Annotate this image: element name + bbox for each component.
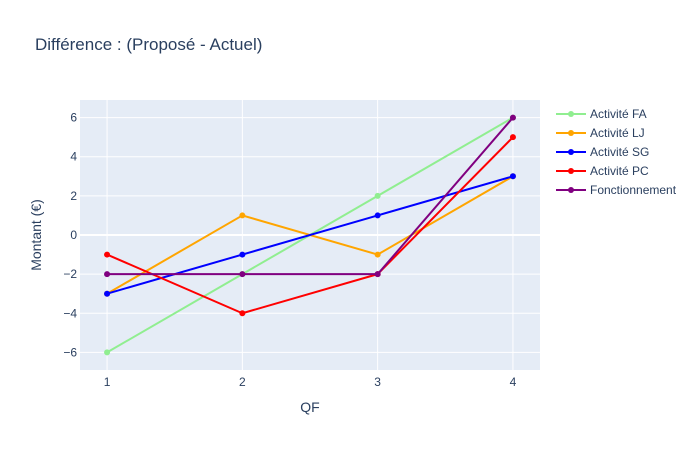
series-fonctionnement — [104, 114, 516, 278]
x-axis-title: QF — [300, 399, 319, 415]
legend-marker — [568, 168, 574, 174]
legend-marker — [568, 111, 574, 117]
legend-item[interactable]: Activité FA — [556, 107, 647, 121]
x-tick-label: 3 — [374, 375, 381, 389]
legend-marker — [568, 149, 574, 155]
series-lines — [104, 114, 516, 356]
series-line-fonctionnement — [107, 116, 514, 276]
data-point-activite-sg — [509, 173, 516, 180]
y-tick-label: 4 — [70, 150, 77, 164]
x-tick-label: 4 — [510, 375, 517, 389]
data-point-fonctionnement — [239, 271, 246, 278]
data-point-activite-lj — [239, 212, 246, 219]
data-point-activite-sg — [374, 212, 381, 219]
y-tick-label: 6 — [70, 111, 77, 125]
legend-item[interactable]: Activité LJ — [556, 126, 645, 140]
data-point-activite-sg — [239, 251, 246, 258]
y-tick-label: 0 — [70, 228, 77, 242]
legend-label: Activité PC — [590, 164, 649, 178]
data-point-activite-fa — [104, 349, 111, 356]
legend-label: Activité FA — [590, 107, 647, 121]
legend-label: Activité LJ — [590, 126, 645, 140]
legend: Activité FA Activité LJ Activité SG Activit… — [556, 107, 677, 197]
legend-item[interactable]: Activité PC — [556, 164, 649, 178]
x-tick-label: 1 — [104, 375, 111, 389]
legend-item[interactable]: Fonctionnement — [556, 183, 677, 197]
chart-title: Différence : (Proposé - Actuel) — [35, 35, 262, 54]
y-tick-label: −2 — [63, 267, 77, 281]
data-point-activite-pc — [509, 134, 516, 141]
data-point-activite-pc — [239, 310, 246, 317]
legend-marker — [568, 130, 574, 136]
data-point-activite-sg — [104, 290, 111, 297]
data-point-fonctionnement — [104, 271, 111, 278]
data-point-activite-pc — [104, 251, 111, 258]
legend-label: Fonctionnement — [590, 183, 677, 197]
series-line-activite-pc — [106, 136, 514, 315]
data-point-fonctionnement — [509, 114, 516, 121]
x-tick-label: 2 — [239, 375, 246, 389]
y-tick-label: 2 — [70, 189, 77, 203]
y-tick-label: −4 — [63, 306, 77, 320]
legend-label: Activité SG — [590, 145, 649, 159]
y-axis-title: Montant (€) — [28, 199, 44, 271]
data-point-activite-lj — [374, 251, 381, 258]
data-point-activite-fa — [374, 192, 381, 199]
legend-marker — [568, 187, 574, 193]
legend-item[interactable]: Activité SG — [556, 145, 649, 159]
y-axis-ticks: −6 −4 −2 0 2 4 6 — [63, 111, 77, 360]
x-axis-ticks: 1 2 3 4 — [104, 375, 517, 389]
data-point-fonctionnement — [374, 271, 381, 278]
series-activite-pc — [104, 134, 516, 317]
y-tick-label: −6 — [63, 345, 77, 359]
